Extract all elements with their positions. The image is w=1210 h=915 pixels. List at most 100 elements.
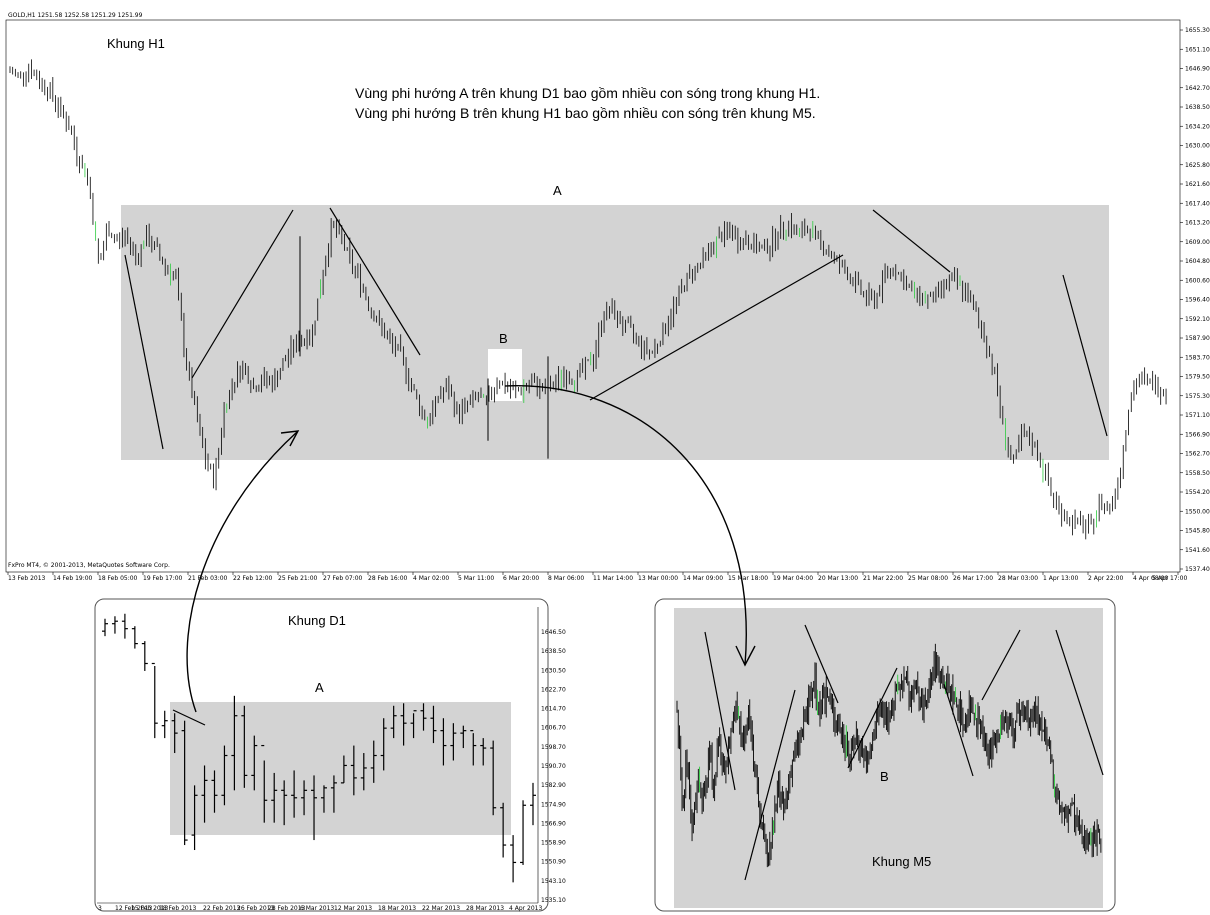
d1-y-axis: 1646.50 1638.50 1630.50 1622.70 1614.70 1606.… (97, 607, 566, 904)
d1-zone-a-rect (170, 702, 511, 835)
d1-price-bars (102, 613, 536, 883)
h1-y-tick-label: 1571.10 (1185, 412, 1210, 419)
h1-y-tick-label: 1592.10 (1185, 316, 1210, 323)
h1-y-tick-label: 1587.90 (1185, 335, 1210, 342)
arrow-d1-to-h1 (186, 431, 298, 713)
d1-panel: 1646.50 1638.50 1630.50 1622.70 1614.70 1606.… (94, 598, 566, 912)
h1-y-tick-label: 1541.60 (1185, 547, 1210, 554)
d1-y-tick-label: 1535.10 (541, 897, 566, 904)
h1-x-tick-label: 6 Mar 20:00 (503, 575, 539, 582)
d1-y-tick-label: 1646.50 (541, 629, 566, 636)
h1-x-tick-label: 21 Feb 03:00 (188, 575, 228, 582)
d1-y-tick-label: 1582.90 (541, 782, 566, 789)
d1-x-tick-label: 18 Feb 2013 (159, 905, 197, 912)
h1-y-tick-label: 1558.50 (1185, 470, 1210, 477)
arrow-head-h1 (280, 430, 300, 447)
d1-x-tick-label: 26 Feb 2013 (237, 905, 275, 912)
h1-x-tick-label: 22 Feb 12:00 (233, 575, 273, 582)
h1-x-tick-label: 4 Mar 02:00 (413, 575, 449, 582)
h1-y-tick-label: 1609.00 (1185, 239, 1210, 246)
arrow-b-to-m5 (504, 385, 747, 666)
h1-y-tick-label: 1625.80 (1185, 162, 1210, 169)
h1-x-tick-label: 5 Mar 11:00 (458, 575, 494, 582)
h1-x-tick-label: 2 Apr 22:00 (1088, 575, 1123, 582)
h1-x-tick-label: 25 Mar 08:00 (908, 575, 948, 582)
h1-y-tick-label: 1634.20 (1185, 123, 1210, 130)
h1-y-tick-label: 1613.20 (1185, 220, 1210, 227)
h1-x-tick-label: 28 Mar 03:00 (998, 575, 1038, 582)
h1-y-tick-label: 1621.60 (1185, 181, 1210, 188)
d1-zone-a-label: A (315, 680, 324, 695)
h1-y-axis: 1655.30 1651.10 1646.90 1642.70 1638.50 1634.… (1180, 27, 1210, 573)
symbol-info: GOLD,H1 1251.58 1252.58 1251.29 1251.99 (8, 12, 143, 19)
h1-y-tick-label: 1646.90 (1185, 66, 1210, 73)
h1-x-tick-label: 27 Feb 07:00 (323, 575, 363, 582)
h1-chart: 1655.30 1651.10 1646.90 1642.70 1638.50 1634.… (5, 12, 1210, 582)
d1-y-tick-label: 1638.50 (541, 648, 566, 655)
h1-x-tick-label: 26 Mar 17:00 (953, 575, 993, 582)
m5-zone-b-label: B (880, 769, 889, 784)
d1-x-tick-label: 28 Feb 2013 (268, 905, 306, 912)
d1-x-tick-label: 3 (98, 905, 102, 912)
h1-y-tick-label: 1655.30 (1185, 27, 1210, 34)
d1-x-tick-label: 22 Feb 2013 (203, 905, 241, 912)
h1-x-tick-label: 8 Mar 06:00 (548, 575, 584, 582)
d1-y-tick-label: 1598.70 (541, 744, 566, 751)
h1-y-tick-label: 1575.30 (1185, 393, 1210, 400)
d1-y-tick-label: 1566.90 (541, 820, 566, 827)
h1-x-tick-label: 20 Mar 13:00 (818, 575, 858, 582)
h1-x-tick-label: 18 Feb 05:00 (98, 575, 138, 582)
h1-y-tick-label: 1583.70 (1185, 354, 1210, 361)
d1-y-tick-label: 1622.70 (541, 686, 566, 693)
h1-x-tick-label: 13 Feb 2013 (8, 575, 46, 582)
h1-x-axis: 13 Feb 2013 14 Feb 19:00 18 Feb 05:00 19 Fe… (7, 572, 1187, 582)
h1-y-tick-label: 1638.50 (1185, 104, 1210, 111)
d1-label: Khung D1 (288, 613, 346, 628)
d1-y-tick-label: 1606.70 (541, 725, 566, 732)
connector-arrows (186, 385, 756, 713)
h1-x-tick-label: 5 Apr 17:00 (1152, 575, 1187, 582)
d1-x-tick-label: 28 Mar 2013 (466, 905, 504, 912)
h1-x-tick-label: 1 Apr 13:00 (1043, 575, 1078, 582)
h1-x-tick-label: 21 Mar 22:00 (863, 575, 903, 582)
m5-panel: B Khung M5 (654, 598, 1116, 912)
note-line-1: Vùng phi hướng A trên khung D1 bao gồm n… (355, 85, 820, 101)
d1-y-tick-label: 1590.70 (541, 763, 566, 770)
h1-price-bars (9, 59, 1167, 540)
note-line-2: Vùng phi hướng B trên khung H1 bao gồm n… (355, 105, 816, 121)
m5-label: Khung M5 (872, 854, 931, 869)
h1-y-tick-label: 1550.00 (1185, 508, 1210, 515)
d1-y-tick-label: 1614.70 (541, 706, 566, 713)
d1-x-tick-label: 6 Mar 2013 (300, 905, 334, 912)
h1-x-tick-label: 14 Feb 19:00 (53, 575, 93, 582)
h1-y-tick-label: 1566.90 (1185, 431, 1210, 438)
d1-x-tick-label: 12 Feb 2013 (115, 905, 153, 912)
h1-y-tick-label: 1545.80 (1185, 528, 1210, 535)
h1-x-tick-label: 14 Mar 09:00 (683, 575, 723, 582)
m5-price-bars (676, 643, 1102, 868)
d1-y-tick-label: 1630.50 (541, 667, 566, 674)
d1-x-tick-label: 12 Mar 2013 (334, 905, 372, 912)
d1-x-tick-label: 18 Mar 2013 (378, 905, 416, 912)
h1-y-tick-label: 1604.80 (1185, 258, 1210, 265)
h1-x-tick-label: 13 Mar 00:00 (638, 575, 678, 582)
h1-y-tick-label: 1617.40 (1185, 200, 1210, 207)
h1-x-tick-label: 28 Feb 16:00 (368, 575, 408, 582)
h1-x-tick-label: 4 Apr 08:00 (1133, 575, 1168, 582)
h1-x-tick-label: 19 Mar 04:00 (773, 575, 813, 582)
h1-y-tick-label: 1600.60 (1185, 277, 1210, 284)
h1-x-tick-label: 19 Feb 17:00 (143, 575, 183, 582)
d1-x-tick-label: 15 Feb 2013 (131, 905, 169, 912)
d1-y-tick-label: 1550.90 (541, 859, 566, 866)
h1-y-tick-label: 1579.50 (1185, 374, 1210, 381)
h1-trend-lines (124, 207, 1108, 450)
h1-x-tick-label: 11 Mar 14:00 (593, 575, 633, 582)
d1-x-tick-label: 22 Mar 2013 (422, 905, 460, 912)
h1-x-tick-label: 15 Mar 18:00 (728, 575, 768, 582)
h1-y-tick-label: 1642.70 (1185, 85, 1210, 92)
h1-y-tick-label: 1537.40 (1185, 566, 1210, 573)
d1-y-tick-label: 1543.10 (541, 878, 566, 885)
copyright: FxPro MT4, © 2001-2013, MetaQuotes Softw… (8, 562, 170, 569)
m5-trend-lines (704, 624, 1104, 881)
